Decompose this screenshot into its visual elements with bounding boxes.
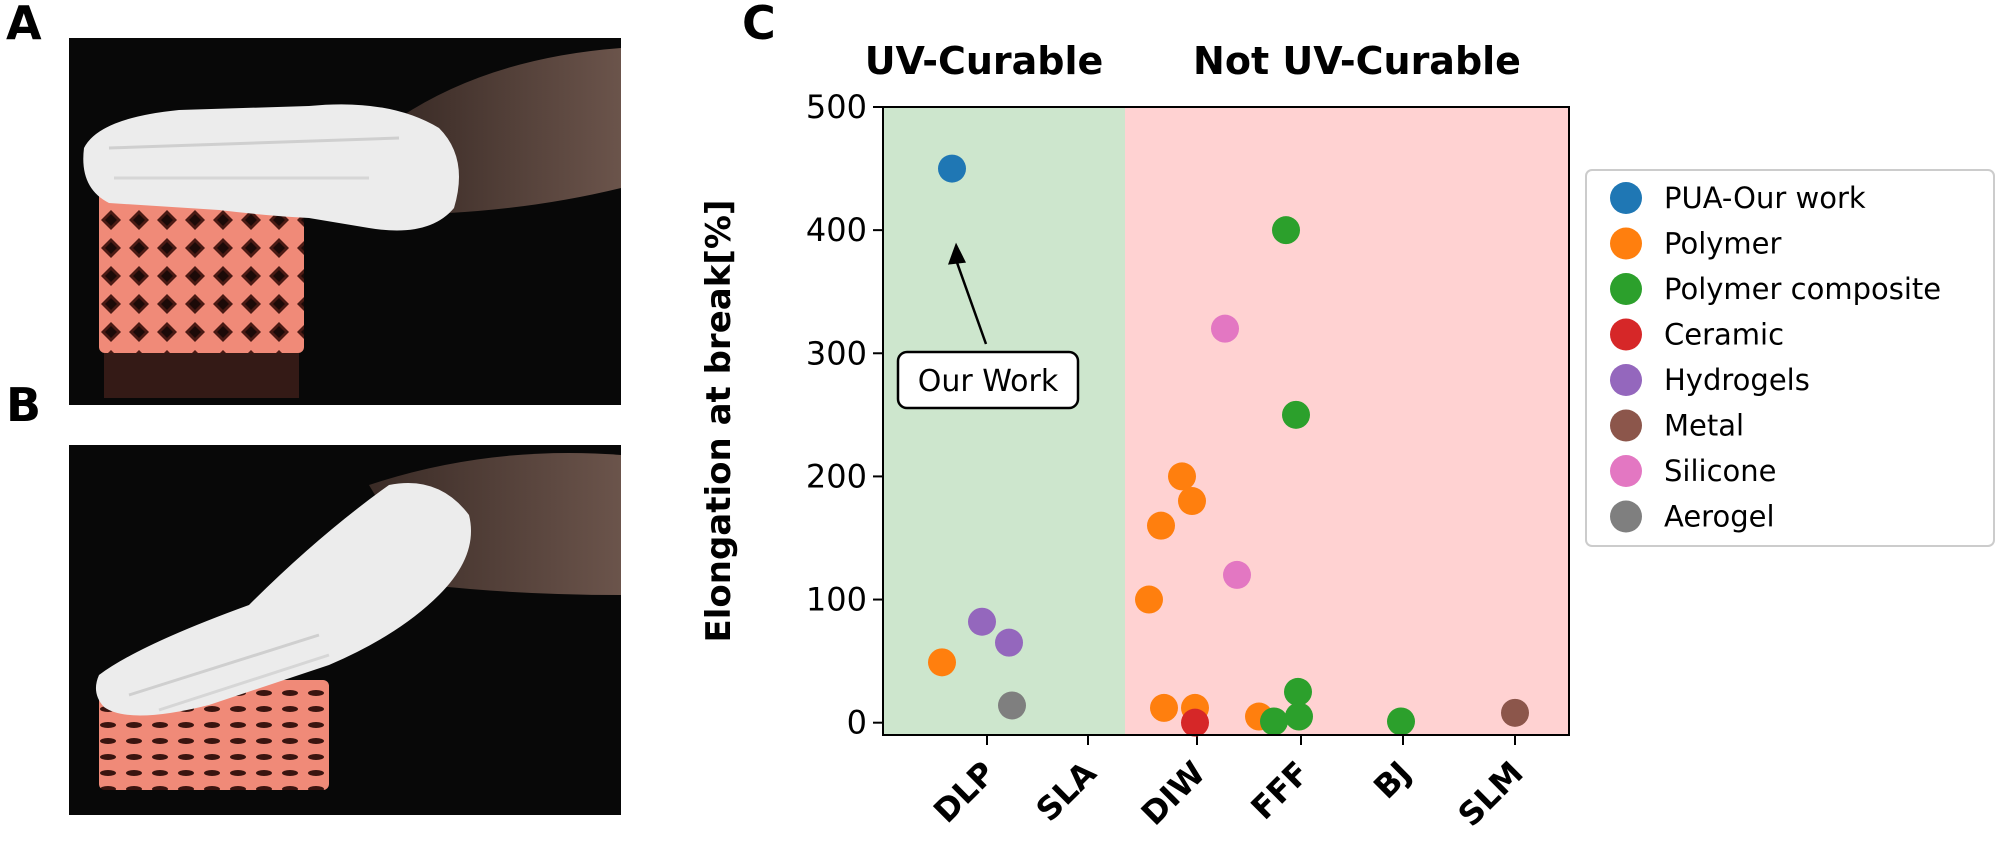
legend-marker-pua bbox=[1610, 182, 1642, 214]
point-metal bbox=[1501, 698, 1529, 727]
point-polymer-composite bbox=[1272, 216, 1300, 245]
point-polymer bbox=[928, 648, 956, 677]
panel-label-b: B bbox=[6, 378, 42, 432]
point-polymer bbox=[1135, 585, 1163, 614]
legend-marker-silicone bbox=[1610, 455, 1642, 487]
point-pua bbox=[938, 154, 966, 183]
legend-label-polymer-composite: Polymer composite bbox=[1664, 272, 1941, 306]
y-tick-label: 0 bbox=[847, 704, 867, 742]
point-polymer-composite bbox=[1284, 677, 1312, 706]
point-polymer bbox=[1147, 511, 1175, 540]
point-polymer-composite bbox=[1387, 707, 1415, 736]
legend-label-pua: PUA-Our work bbox=[1664, 181, 1866, 215]
point-polymer-composite bbox=[1260, 707, 1288, 736]
point-hydrogels bbox=[968, 607, 996, 636]
data-points bbox=[928, 154, 1529, 737]
point-silicone bbox=[1223, 560, 1251, 589]
legend-marker-metal bbox=[1610, 409, 1642, 442]
point-silicone bbox=[1211, 314, 1239, 343]
legend-label-aerogel: Aerogel bbox=[1664, 500, 1775, 534]
legend-marker-ceramic bbox=[1610, 318, 1642, 351]
x-tick-label-bj: BJ bbox=[1366, 754, 1419, 807]
x-tick-label-fff: FFF bbox=[1243, 754, 1316, 827]
legend: PUA-Our work Polymer Polymer composite Cera… bbox=[1585, 169, 1995, 547]
point-polymer bbox=[1168, 462, 1196, 491]
panel-label-a: A bbox=[6, 0, 42, 50]
not-uv-curable-region bbox=[1125, 107, 1569, 735]
hand-compressing-lattice-illustration bbox=[69, 445, 621, 815]
plot-frame bbox=[882, 106, 1570, 736]
y-tick-label: 500 bbox=[806, 88, 867, 126]
point-polymer bbox=[1178, 487, 1206, 516]
x-tick-label-slm: SLM bbox=[1451, 754, 1531, 834]
legend-label-metal: Metal bbox=[1664, 409, 1744, 443]
y-axis-ticks: 0 100 200 300 400 500 bbox=[806, 88, 883, 742]
y-tick-label: 300 bbox=[806, 334, 867, 372]
point-polymer-composite bbox=[1285, 702, 1313, 731]
x-tick-label-dlp: DLP bbox=[926, 754, 1003, 831]
our-work-annotation: Our Work bbox=[896, 242, 1080, 410]
y-tick-label: 400 bbox=[806, 211, 867, 249]
annotation-box bbox=[896, 350, 1080, 410]
panel-label-c: C bbox=[742, 0, 776, 50]
elongation-scatter-chart: UV-Curable Not UV-Curable 0 100 200 300 400 5… bbox=[699, 39, 1995, 834]
legend-label-hydrogels: Hydrogels bbox=[1664, 363, 1810, 397]
y-tick-label: 200 bbox=[806, 457, 867, 495]
x-tick-label-sla: SLA bbox=[1029, 754, 1104, 829]
annotation-arrowhead bbox=[948, 242, 966, 265]
legend-label-polymer: Polymer bbox=[1664, 227, 1782, 261]
photo-lattice-compressed bbox=[69, 445, 621, 815]
region-label-not-uv-curable: Not UV-Curable bbox=[1193, 39, 1521, 83]
photo-lattice-uncompressed bbox=[69, 38, 621, 405]
point-hydrogels bbox=[995, 628, 1023, 657]
legend-marker-polymer bbox=[1610, 227, 1642, 260]
legend-marker-hydrogels bbox=[1610, 364, 1642, 396]
point-aerogel bbox=[998, 691, 1026, 720]
hand-on-lattice-illustration bbox=[69, 38, 621, 405]
x-axis-ticks: DLP SLA DIW FFF BJ SLM bbox=[926, 735, 1531, 834]
y-tick-label: 100 bbox=[806, 581, 867, 619]
annotation-text: Our Work bbox=[918, 364, 1059, 399]
legend-box bbox=[1585, 169, 1995, 547]
legend-marker-polymer-composite bbox=[1610, 273, 1642, 305]
point-polymer bbox=[1150, 693, 1178, 722]
point-ceramic bbox=[1181, 708, 1209, 737]
annotation-arrow bbox=[955, 262, 988, 345]
region-label-uv-curable: UV-Curable bbox=[865, 39, 1104, 83]
point-polymer-composite bbox=[1282, 400, 1310, 429]
legend-marker-aerogel bbox=[1610, 500, 1642, 533]
legend-label-silicone: Silicone bbox=[1664, 454, 1777, 488]
legend-label-ceramic: Ceramic bbox=[1664, 318, 1784, 352]
x-tick-label-diw: DIW bbox=[1134, 754, 1213, 833]
y-axis-label: Elongation at break[%] bbox=[699, 200, 739, 643]
